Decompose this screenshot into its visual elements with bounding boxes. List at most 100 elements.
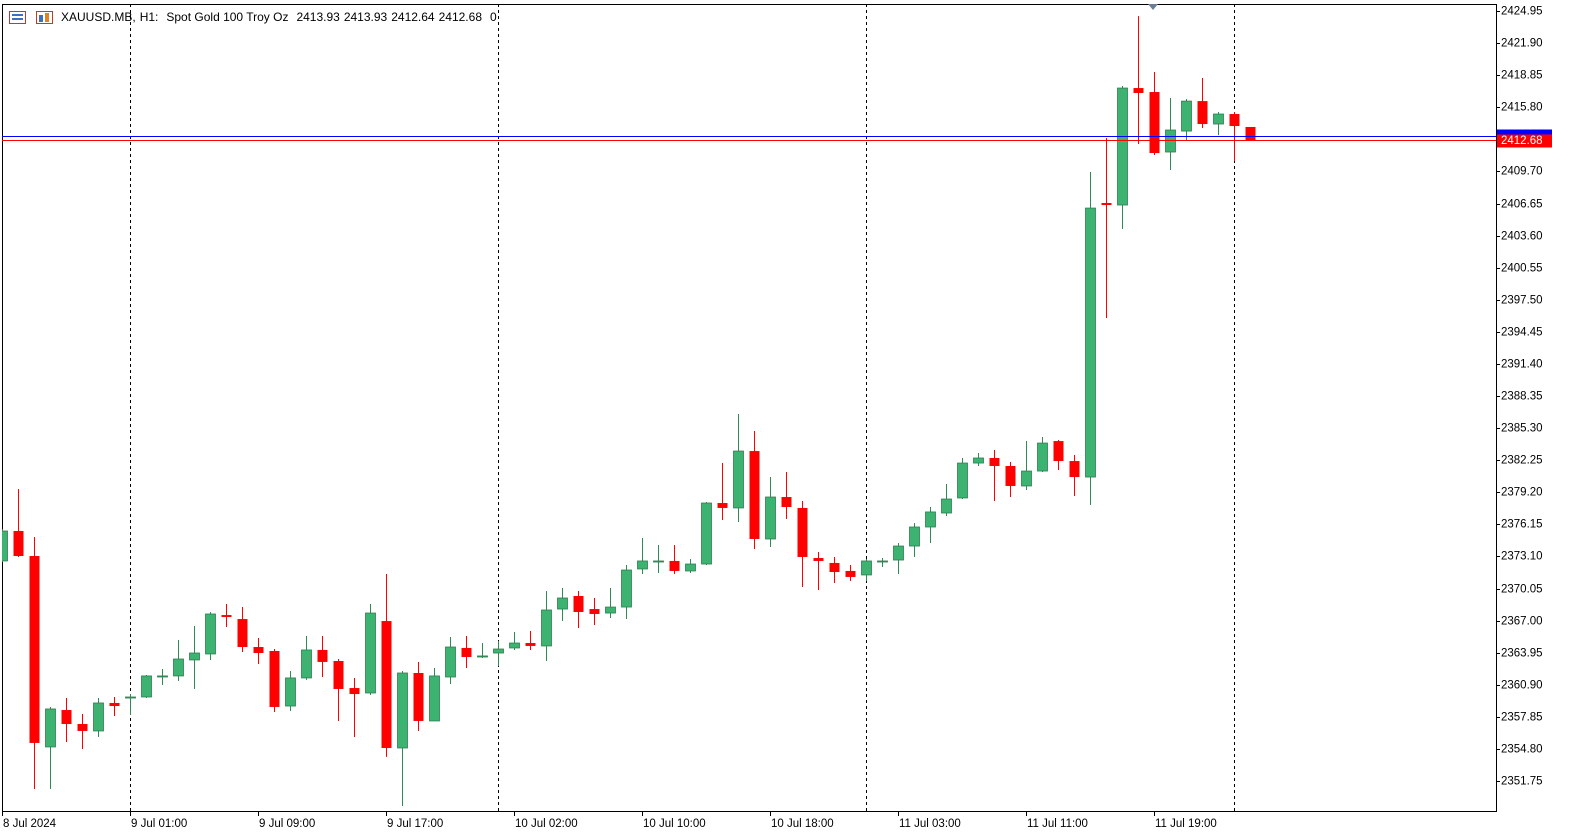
x-tick-label: 9 Jul 17:00 <box>387 818 443 830</box>
y-tick-label: 2397.50 <box>1501 295 1543 307</box>
candle-body <box>909 526 920 547</box>
candle-body <box>621 569 632 608</box>
y-tick-label: 2400.55 <box>1501 263 1543 275</box>
candle-body <box>1197 101 1208 125</box>
y-tick-label: 2370.05 <box>1501 584 1543 596</box>
candle-body <box>509 642 520 649</box>
candle-body <box>253 647 264 654</box>
candle-body <box>445 646 456 678</box>
candle-body <box>765 496 776 540</box>
y-tick-label: 2360.90 <box>1501 680 1543 692</box>
candle-body <box>2 530 8 562</box>
candle-body <box>573 595 584 612</box>
candle-body <box>1213 113 1224 125</box>
candle-body <box>461 647 472 658</box>
candle-body <box>1165 129 1176 153</box>
x-tick-label: 9 Jul 09:00 <box>259 818 315 830</box>
candle-body <box>637 560 648 570</box>
y-tick-label: 2354.80 <box>1501 744 1543 756</box>
candle-body <box>301 649 312 679</box>
candle-body <box>1101 203 1112 206</box>
candle-body <box>861 560 872 576</box>
x-tick-label: 10 Jul 10:00 <box>643 818 706 830</box>
y-tick-label: 2418.85 <box>1501 70 1543 82</box>
y-tick-label: 2403.60 <box>1501 231 1543 243</box>
candle-body <box>605 606 616 614</box>
bid-label: 2412.68 <box>1501 135 1543 147</box>
candle-body <box>429 675 440 722</box>
x-tick-label: 10 Jul 02:00 <box>515 818 578 830</box>
x-tick-label: 11 Jul 11:00 <box>1027 818 1088 830</box>
y-tick-label: 2373.10 <box>1501 551 1543 563</box>
candle-body <box>733 450 744 509</box>
candle-body <box>893 545 904 561</box>
candle-body <box>701 502 712 565</box>
candle-body <box>77 724 88 731</box>
icon <box>36 11 53 24</box>
header-low: 2412.64 <box>391 10 435 24</box>
icon-part <box>39 15 43 22</box>
candle-body <box>397 672 408 749</box>
y-tick-label: 2406.65 <box>1501 199 1543 211</box>
candle-body <box>381 621 392 748</box>
candle-body <box>685 563 696 572</box>
candle-body <box>1037 442 1048 472</box>
candle-body <box>1085 207 1096 478</box>
candle-body <box>1181 100 1192 132</box>
candle-body <box>781 497 792 508</box>
y-tick-label: 2376.15 <box>1501 519 1543 531</box>
candle-body <box>125 696 136 699</box>
candle-body <box>205 613 216 655</box>
candle-body <box>173 658 184 677</box>
candle-body <box>317 649 328 662</box>
y-tick-label: 2385.30 <box>1501 423 1543 435</box>
icon-part <box>12 14 23 16</box>
candle-body <box>493 648 504 654</box>
header-volume: 0 <box>490 10 497 24</box>
candle-body <box>189 652 200 661</box>
candle-body <box>93 702 104 732</box>
candle-body <box>589 609 600 614</box>
y-tick-label: 2394.45 <box>1501 327 1543 339</box>
symbol: XAUUSD.MB, <box>61 10 136 24</box>
candle-body <box>829 562 840 573</box>
candle-body <box>29 556 40 743</box>
candle-body <box>557 597 568 610</box>
header-high: 2413.93 <box>344 10 388 24</box>
candle-body <box>525 643 536 646</box>
timeframe: H1: <box>140 10 159 24</box>
candle-body <box>221 615 232 618</box>
candle-body <box>1005 465 1016 486</box>
candle-body <box>109 702 120 707</box>
candle-body <box>653 560 664 563</box>
candle-body <box>1229 114 1240 127</box>
candle-body <box>365 612 376 694</box>
chart-header: XAUUSD.MB, H1: Spot Gold 100 Troy Oz 2413.9… <box>61 10 497 24</box>
candle-body <box>925 511 936 528</box>
candle-body <box>541 609 552 647</box>
candle-body <box>877 560 888 563</box>
candle-body <box>477 655 488 658</box>
icon-part <box>45 13 49 22</box>
candle-body <box>989 457 1000 466</box>
shift-marker <box>1148 4 1158 10</box>
candle-body <box>1149 92 1160 154</box>
candle-body <box>413 672 424 721</box>
icon-part <box>12 18 23 20</box>
candle-body <box>45 708 56 748</box>
y-tick-label: 2357.85 <box>1501 712 1543 724</box>
header-open: 2413.93 <box>296 10 340 24</box>
candle-body <box>13 530 24 557</box>
candle-body <box>973 457 984 464</box>
y-tick-label: 2424.95 <box>1501 6 1543 18</box>
candle-body <box>1133 88 1144 93</box>
candle-body <box>333 661 344 689</box>
candle-body <box>797 507 808 557</box>
candle-body <box>957 462 968 499</box>
y-tick-label: 2367.00 <box>1501 616 1543 628</box>
candle-body <box>141 675 152 698</box>
candle-body <box>269 651 280 707</box>
icon <box>9 11 26 24</box>
y-tick-label: 2391.40 <box>1501 359 1543 371</box>
